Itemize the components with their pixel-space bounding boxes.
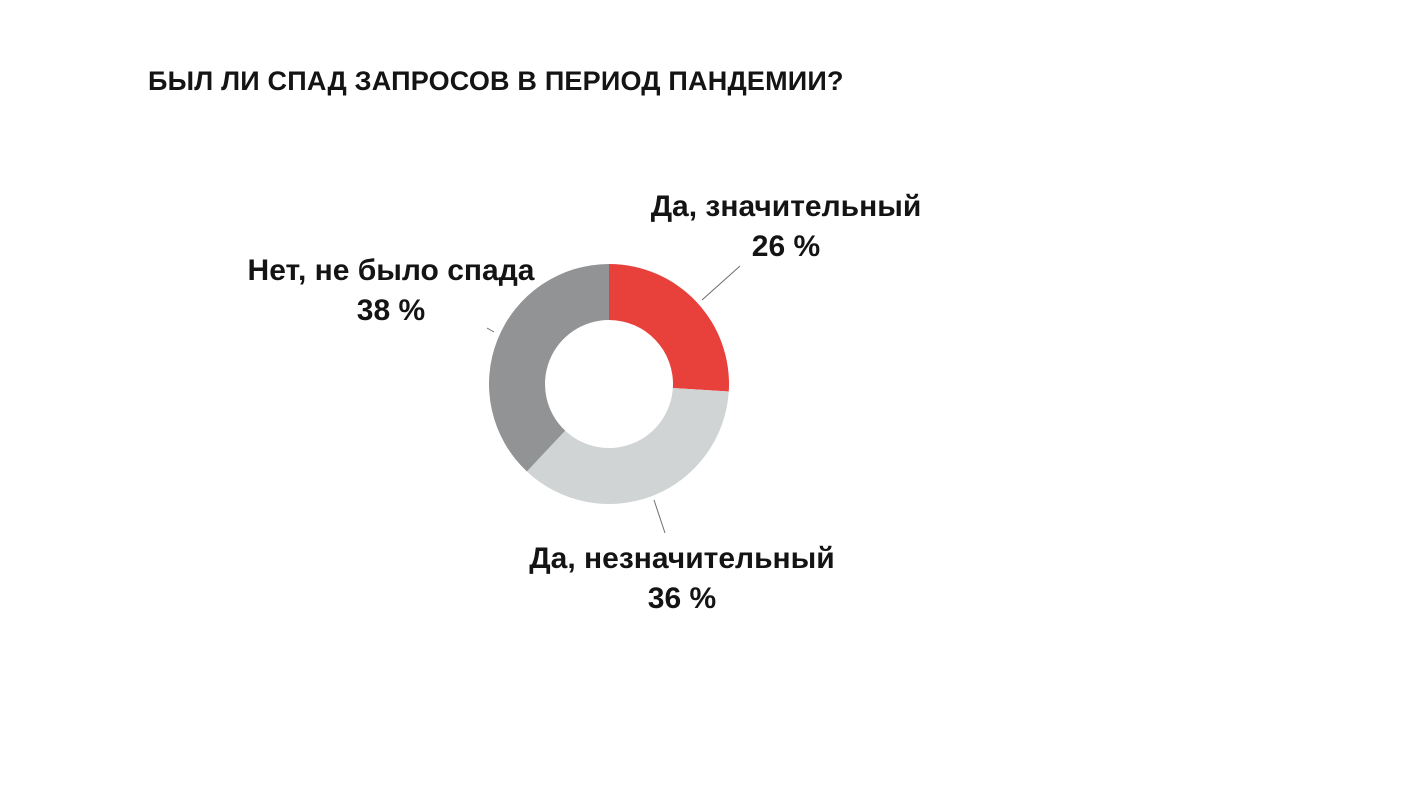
leader-line-3 <box>486 327 495 333</box>
slice-label-name-1: Да, значительный <box>651 190 922 223</box>
slice-label-name-2: Да, незначительный <box>529 542 834 575</box>
donut-slice-2 <box>526 388 729 504</box>
leader-line-2 <box>653 499 666 534</box>
slice-label-value-1: 26 % <box>752 230 820 263</box>
slice-label-value-2: 36 % <box>648 582 716 615</box>
slice-label-name-3: Нет, не было спада <box>248 254 535 287</box>
chart-title: БЫЛ ЛИ СПАД ЗАПРОСОВ В ПЕРИОД ПАНДЕМИИ? <box>148 66 844 96</box>
donut-slice-1 <box>609 264 729 392</box>
slice-label-value-3: 38 % <box>357 294 425 327</box>
leader-line-1 <box>701 265 741 301</box>
donut-slice-3 <box>489 264 609 472</box>
